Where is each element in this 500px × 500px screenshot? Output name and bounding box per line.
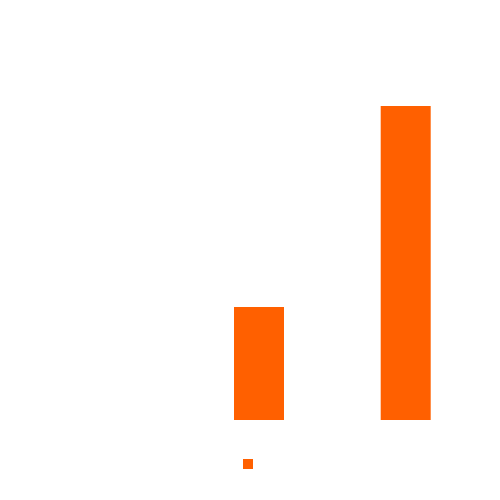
bars-group — [234, 106, 431, 420]
bar-2 — [380, 106, 431, 420]
legend — [243, 459, 253, 469]
legend-marker — [243, 459, 253, 469]
bar-1 — [234, 307, 284, 420]
